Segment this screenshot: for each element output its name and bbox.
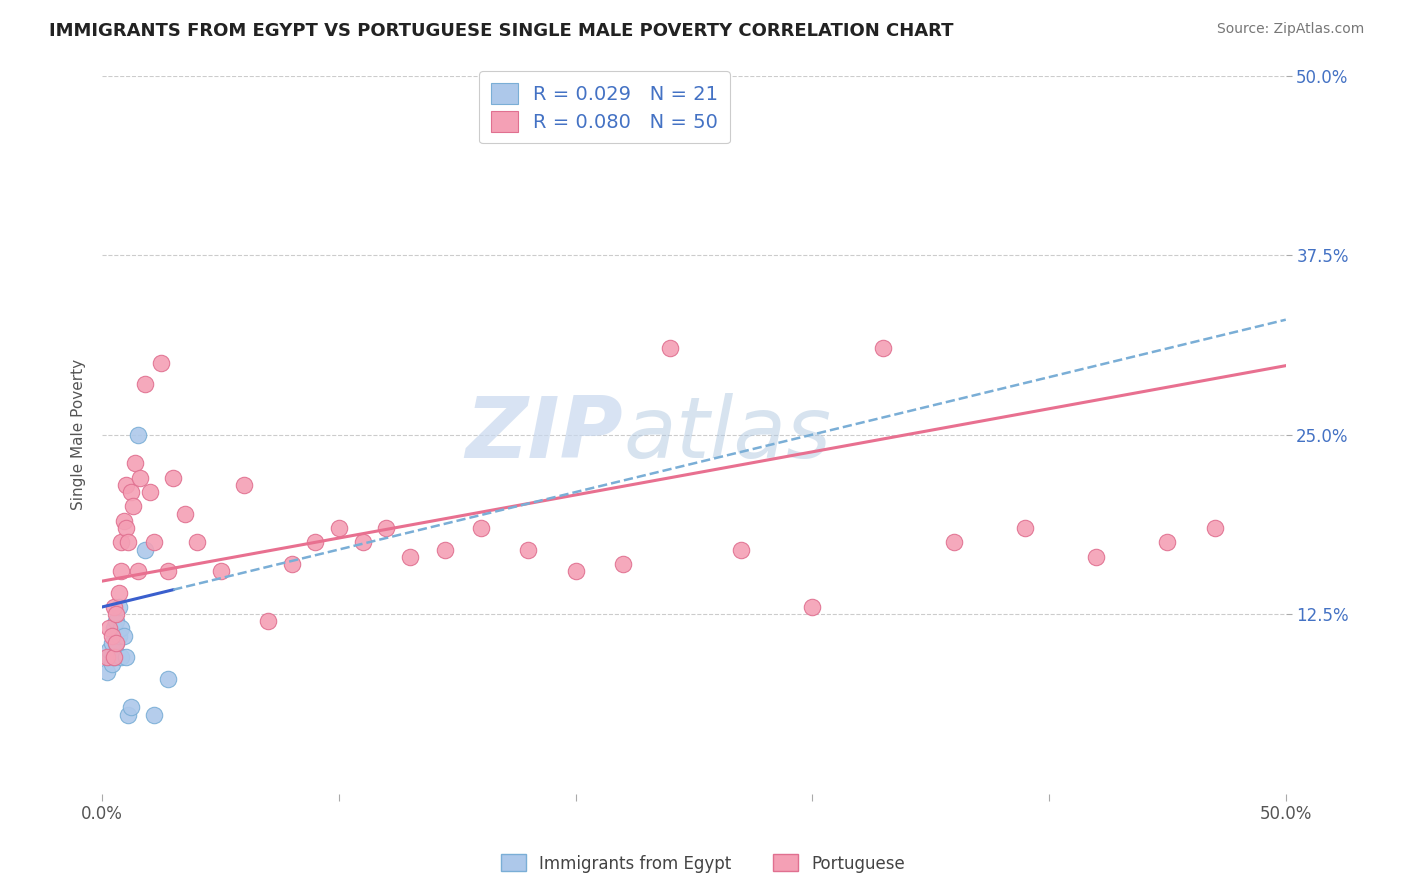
Point [100, 629, 122, 643]
Point [134, 542, 156, 557]
Text: ZIP: ZIP [465, 393, 623, 476]
Text: IMMIGRANTS FROM EGYPT VS PORTUGUESE SINGLE MALE POVERTY CORRELATION CHART: IMMIGRANTS FROM EGYPT VS PORTUGUESE SING… [49, 22, 953, 40]
Point [801, 599, 824, 614]
Point [105, 636, 128, 650]
Point [110, 535, 132, 549]
Point [375, 521, 398, 535]
Point [115, 650, 138, 665]
Point [730, 542, 752, 557]
Point [134, 377, 156, 392]
Point [103, 650, 125, 665]
Y-axis label: Single Male Poverty: Single Male Poverty [72, 359, 86, 510]
Point [115, 478, 138, 492]
Point [98, 650, 121, 665]
Point [143, 535, 166, 549]
Point [124, 456, 146, 470]
Point [659, 342, 682, 356]
Point [1014, 521, 1036, 535]
Point [138, 485, 160, 500]
Point [110, 650, 132, 665]
Point [112, 514, 135, 528]
Point [107, 629, 129, 643]
Point [107, 599, 129, 614]
Point [120, 485, 142, 500]
Point [943, 535, 966, 549]
Point [280, 557, 302, 571]
Point [100, 657, 122, 672]
Legend: Immigrants from Egypt, Portuguese: Immigrants from Egypt, Portuguese [494, 847, 912, 880]
Point [1085, 549, 1108, 564]
Point [470, 521, 492, 535]
Point [120, 700, 142, 714]
Point [233, 478, 256, 492]
Point [127, 427, 149, 442]
Point [157, 564, 180, 578]
Point [98, 622, 121, 636]
Point [122, 500, 145, 514]
Text: atlas: atlas [623, 393, 831, 476]
Point [1156, 535, 1178, 549]
Point [1204, 521, 1226, 535]
Point [612, 557, 634, 571]
Point [564, 564, 586, 578]
Point [328, 521, 350, 535]
Point [105, 615, 128, 629]
Legend: R = 0.029   N = 21, R = 0.080   N = 50: R = 0.029 N = 21, R = 0.080 N = 50 [479, 70, 730, 144]
Point [115, 521, 138, 535]
Point [127, 564, 149, 578]
Point [209, 564, 232, 578]
Point [96, 665, 118, 679]
Point [129, 471, 152, 485]
Point [96, 650, 118, 665]
Point [105, 607, 128, 621]
Point [103, 622, 125, 636]
Point [110, 564, 132, 578]
Point [112, 629, 135, 643]
Text: Source: ZipAtlas.com: Source: ZipAtlas.com [1216, 22, 1364, 37]
Point [399, 549, 422, 564]
Point [186, 535, 208, 549]
Point [117, 535, 139, 549]
Point [103, 650, 125, 665]
Point [98, 643, 121, 657]
Point [105, 636, 128, 650]
Point [143, 707, 166, 722]
Point [352, 535, 374, 549]
Point [162, 471, 184, 485]
Point [103, 599, 125, 614]
Point [517, 542, 540, 557]
Point [107, 585, 129, 599]
Point [110, 622, 132, 636]
Point [157, 672, 180, 686]
Point [872, 342, 894, 356]
Point [117, 707, 139, 722]
Point [304, 535, 326, 549]
Point [100, 636, 122, 650]
Point [257, 615, 280, 629]
Point [174, 507, 197, 521]
Point [434, 542, 457, 557]
Point [150, 356, 173, 370]
